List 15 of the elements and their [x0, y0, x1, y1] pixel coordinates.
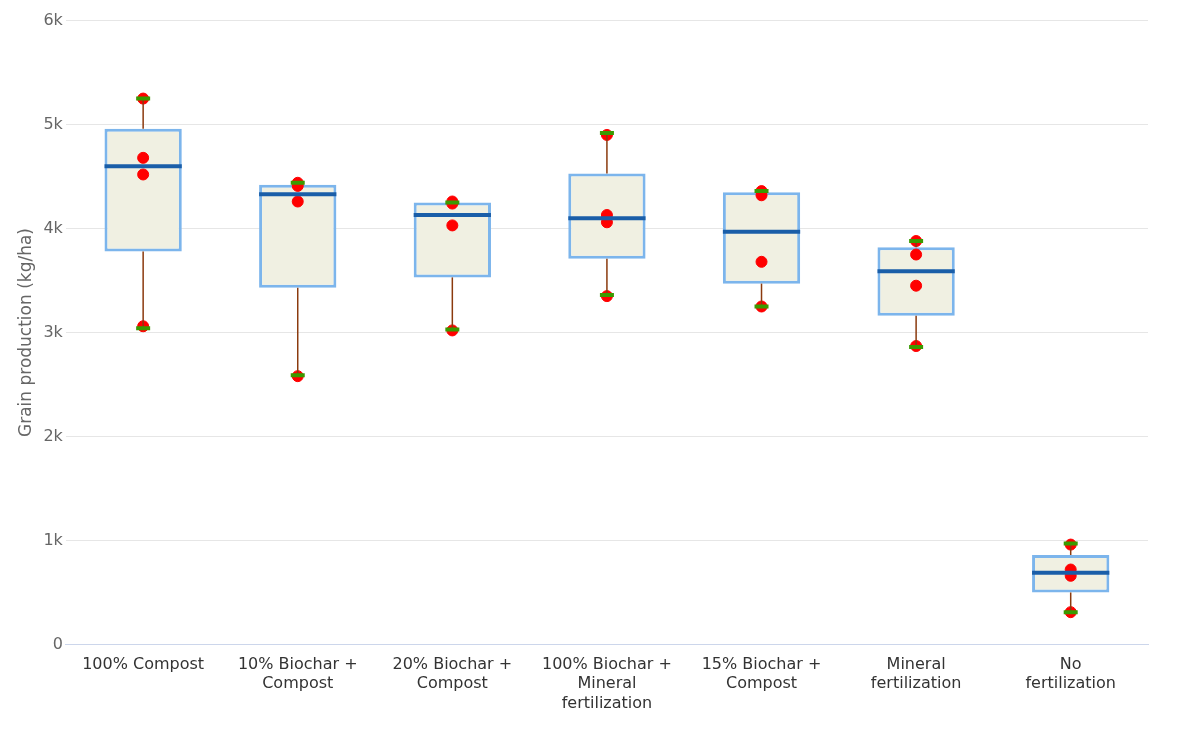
y-tick-label: 3k: [43, 321, 64, 341]
y-tick-label: 1k: [43, 529, 64, 549]
y-axis-title: Grain production (kg/ha): [14, 228, 35, 437]
x-tick-label: 10% Biochar + Compost: [237, 654, 358, 693]
x-tick-label: 100% Biochar + Mineral fertilization: [541, 654, 672, 712]
y-tick-label: 0: [52, 633, 63, 653]
y-tick-label: 6k: [43, 9, 64, 29]
x-tick-label: Mineral fertilization: [870, 654, 962, 693]
x-tick-label: 20% Biochar + Compost: [392, 654, 513, 693]
x-tick-label: 15% Biochar + Compost: [701, 654, 822, 693]
y-tick-label: 4k: [43, 217, 64, 237]
x-tick-label: No fertilization: [1025, 654, 1116, 693]
y-tick-label: 5k: [43, 113, 64, 133]
x-tick-label: 100% Compost: [82, 654, 205, 674]
y-tick-label: 2k: [43, 425, 64, 445]
